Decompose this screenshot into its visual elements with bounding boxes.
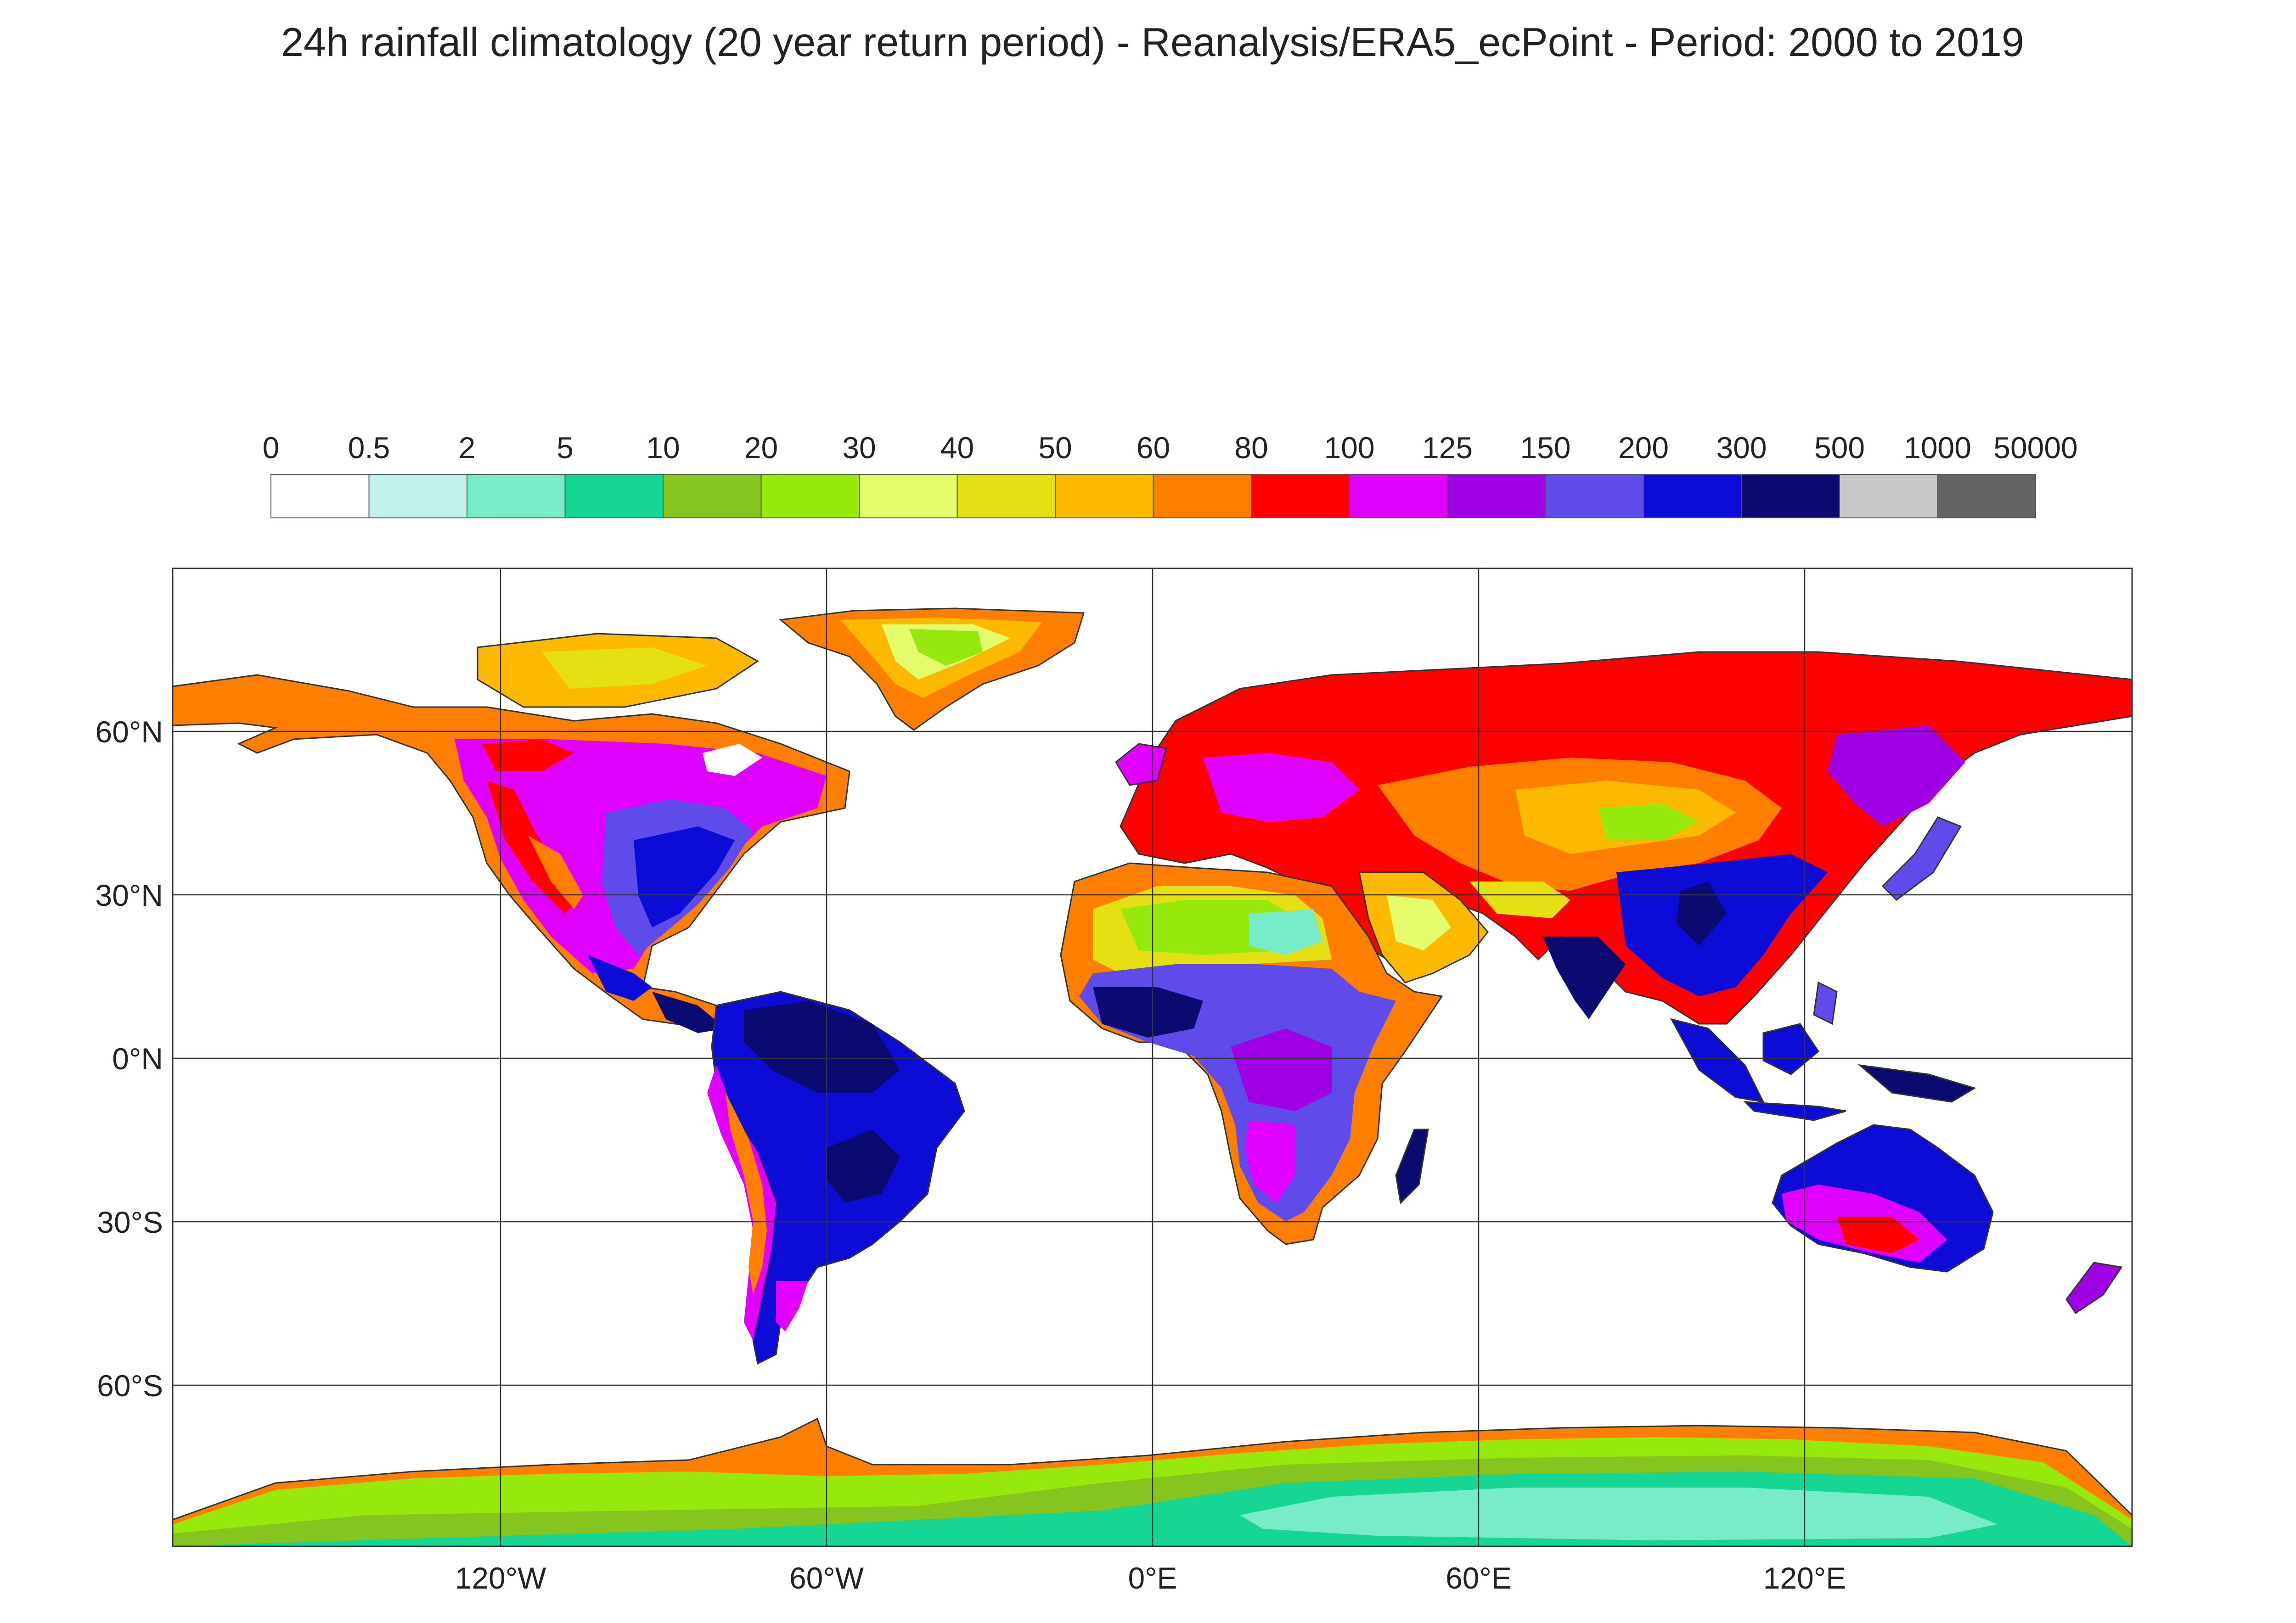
longitude-label: 120°E [1763,1561,1846,1595]
colorbar-swatch [270,474,370,518]
colorbar-tick-label: 40 [940,431,974,465]
colorbar-swatch [859,474,958,518]
latitude-label: 0°N [112,1042,163,1076]
latitude-label: 60°S [97,1369,163,1403]
greenland-arctic [477,607,1085,731]
south-america [707,991,965,1365]
north-america [173,674,850,1034]
colorbar-tick-label: 50000 [1993,431,2078,465]
australia [1772,1124,2123,1314]
colorbar-tick-label: 1000 [1904,431,1971,465]
colorbar-swatch [1447,474,1546,518]
colorbar-tick-label: 20 [744,431,778,465]
colorbar-tick-label: 0 [263,431,280,465]
colorbar-tick-label: 30 [842,431,876,465]
colorbar-tick-label: 50 [1038,431,1072,465]
colorbar-tick-label: 100 [1324,431,1374,465]
longitude-label: 60°W [789,1561,864,1595]
latitude-label: 60°N [96,715,163,749]
colorbar-swatch [1251,474,1350,518]
longitude-label: 0°E [1128,1561,1177,1595]
map-frame [172,567,2133,1547]
colorbar-tick-label: 80 [1234,431,1268,465]
colorbar-tick-label: 150 [1520,431,1570,465]
colorbar-swatch [1741,474,1840,518]
map-axis-labels: 120°W 60°W 0°E 60°E 120°E 60°N 30°N 0°N 30°S 60°S [96,715,1846,1595]
colorbar-swatch [1153,474,1252,518]
colorbar-swatch [1643,474,1742,518]
colorbar-tick-label: 125 [1422,431,1473,465]
colorbar-swatch [368,474,467,518]
colorbar: 0 0.5 2 5 10 20 30 40 50 60 80 100 125 150 200 300 500 10… [263,431,2078,518]
colorbar-swatch [564,474,664,518]
map-gridlines [173,568,2132,1546]
latitude-label: 30°S [97,1205,163,1239]
colorbar-swatch [1055,474,1154,518]
arabia [1358,871,1489,983]
colorbar-swatch [467,474,566,518]
colorbar-swatch [1937,474,2036,518]
latitude-label: 30°N [96,878,163,912]
colorbar-swatch [1349,474,1448,518]
africa [1060,862,1443,1245]
longitude-label: 120°W [455,1561,547,1595]
colorbar-tick-label: 500 [1814,431,1865,465]
colorbar-tick-label: 200 [1618,431,1669,465]
figure-title: 24h rainfall climatology (20 year return… [281,19,2024,65]
colorbar-tick-label: 60 [1137,431,1170,465]
colorbar-swatch [1839,474,1938,518]
colorbar-tick-label: 10 [646,431,680,465]
colorbar-tick-label: 300 [1716,431,1767,465]
colorbar-tick-label: 0.5 [348,431,390,465]
colorbar-tick-label: 2 [459,431,476,465]
colorbar-tick-label: 5 [557,431,574,465]
colorbar-swatch [1545,474,1644,518]
colorbar-swatch [760,474,860,518]
colorbar-swatch [663,474,762,518]
longitude-label: 60°E [1446,1561,1512,1595]
colorbar-swatch [957,474,1056,518]
